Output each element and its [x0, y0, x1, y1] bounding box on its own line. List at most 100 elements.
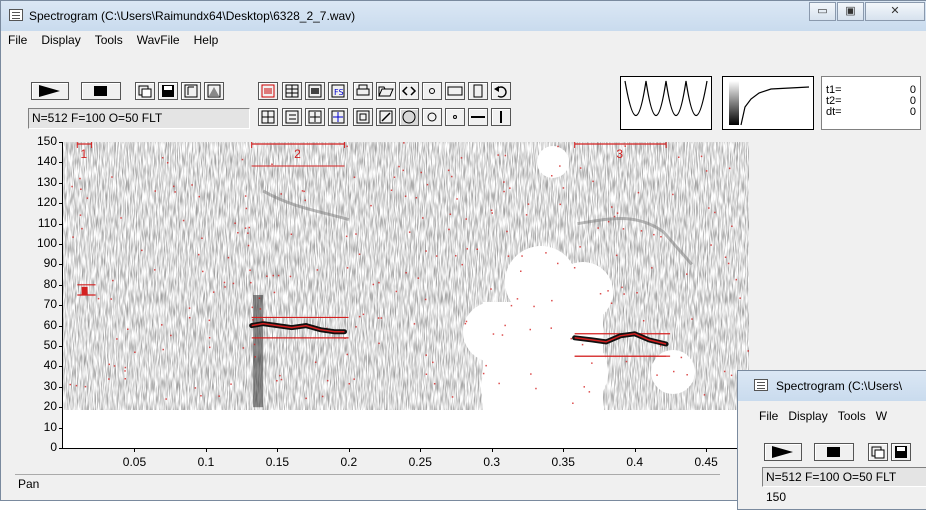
play-button[interactable]: [31, 82, 69, 100]
rectangle-icon: [447, 86, 463, 96]
red-dot: [503, 181, 505, 183]
point-button[interactable]: [445, 108, 465, 126]
export-button[interactable]: [181, 82, 201, 100]
x-tick-label: 0.1: [197, 455, 215, 469]
red-dot: [174, 191, 176, 193]
crosshair-icon: [308, 110, 322, 124]
stop-icon: [94, 86, 107, 96]
close-button[interactable]: ✕: [865, 2, 925, 21]
open-button[interactable]: [376, 82, 396, 100]
red-dot: [735, 278, 737, 281]
minimize-button[interactable]: ▭: [809, 2, 836, 21]
tool-button-2[interactable]: [282, 82, 302, 100]
copy-button[interactable]: [135, 82, 155, 100]
menu-display[interactable]: Display: [41, 33, 81, 47]
red-dot: [75, 384, 78, 387]
gain-curve-preview[interactable]: [722, 76, 814, 130]
undo-button[interactable]: [491, 82, 511, 100]
second-stop-button[interactable]: [814, 443, 854, 461]
red-dot: [656, 374, 658, 376]
red-dot: [562, 187, 565, 189]
second-play-button[interactable]: [764, 443, 802, 461]
red-dot: [432, 361, 434, 364]
ellipse-button[interactable]: [399, 108, 419, 126]
tall-rect-button[interactable]: [468, 82, 488, 100]
red-dot: [465, 218, 467, 220]
menu-help[interactable]: Help: [193, 33, 219, 47]
second-menu-display[interactable]: Display: [788, 409, 828, 423]
red-dot: [208, 337, 211, 339]
red-dot: [492, 333, 495, 335]
red-dot: [161, 157, 164, 159]
red-dot: [426, 183, 429, 186]
red-dot: [623, 293, 625, 295]
maximize-button[interactable]: ▣: [837, 2, 864, 21]
rectangle-button[interactable]: [445, 82, 465, 100]
noise-texture: [63, 142, 749, 410]
spectrogram-plot[interactable]: 1 2 3: [63, 142, 749, 448]
second-save-button[interactable]: [891, 443, 911, 461]
selection-icon: [261, 84, 275, 98]
save-button[interactable]: [158, 82, 178, 100]
tool-button-7[interactable]: [305, 108, 325, 126]
second-window: Spectrogram (C:\Users\ File Display Tools W…: [737, 370, 926, 510]
red-dot: [607, 290, 609, 292]
shape-button[interactable]: [204, 82, 224, 100]
red-dot: [247, 232, 249, 234]
second-menu-w[interactable]: W: [875, 409, 888, 423]
dt-value: 0: [909, 106, 916, 118]
tool-button-1[interactable]: [258, 82, 278, 100]
second-copy-button[interactable]: [868, 443, 888, 461]
red-dot: [520, 270, 522, 272]
tool-button-6[interactable]: [282, 108, 302, 126]
expand-button[interactable]: [399, 82, 419, 100]
red-dot: [672, 193, 674, 196]
red-dot: [353, 176, 356, 178]
energy-burst: [253, 295, 264, 408]
red-dot: [466, 248, 468, 250]
red-dot: [393, 176, 396, 178]
red-dot: [460, 157, 463, 159]
red-dot: [116, 338, 118, 340]
red-dot: [550, 327, 552, 329]
stop-button[interactable]: [81, 82, 121, 100]
red-dot: [305, 397, 307, 400]
x-tick-label: 0.3: [483, 455, 501, 469]
tool-button-5[interactable]: [258, 108, 278, 126]
vline-button[interactable]: [491, 108, 511, 126]
red-dot: [625, 360, 628, 363]
red-dot: [624, 145, 626, 147]
print-button[interactable]: [353, 82, 373, 100]
menu-tools[interactable]: Tools: [94, 33, 123, 47]
selection-1-marker: [81, 286, 88, 295]
red-dot: [482, 372, 485, 375]
y-tick-label: 90: [43, 256, 57, 271]
menu-file[interactable]: File: [8, 33, 28, 47]
tool-button-3[interactable]: [305, 82, 325, 100]
edit-button[interactable]: [376, 108, 396, 126]
tool-button-8[interactable]: [328, 108, 348, 126]
dot-button[interactable]: [422, 82, 442, 100]
tool-button-9[interactable]: [353, 108, 373, 126]
undo-icon: [494, 86, 507, 98]
red-dot: [490, 288, 492, 290]
red-dot: [588, 391, 591, 393]
play-icon: [772, 446, 793, 458]
red-dot: [380, 317, 383, 319]
second-title-bar: Spectrogram (C:\Users\: [738, 371, 926, 401]
red-dot: [424, 298, 427, 301]
second-app-icon: [754, 379, 768, 391]
second-menu-tools[interactable]: Tools: [837, 409, 866, 423]
red-dot: [208, 319, 211, 322]
tool-button-4[interactable]: FS: [328, 82, 348, 100]
second-menu-file[interactable]: File: [759, 409, 779, 423]
window-function-preview[interactable]: [620, 76, 712, 130]
red-dot: [504, 154, 507, 157]
menu-wavfile[interactable]: WavFile: [136, 33, 180, 47]
y-tick: [59, 244, 63, 245]
red-dot: [686, 273, 688, 275]
red-dot: [165, 398, 167, 400]
hline-button[interactable]: [468, 108, 488, 126]
red-dot: [607, 220, 610, 223]
circle-button[interactable]: [422, 108, 442, 126]
